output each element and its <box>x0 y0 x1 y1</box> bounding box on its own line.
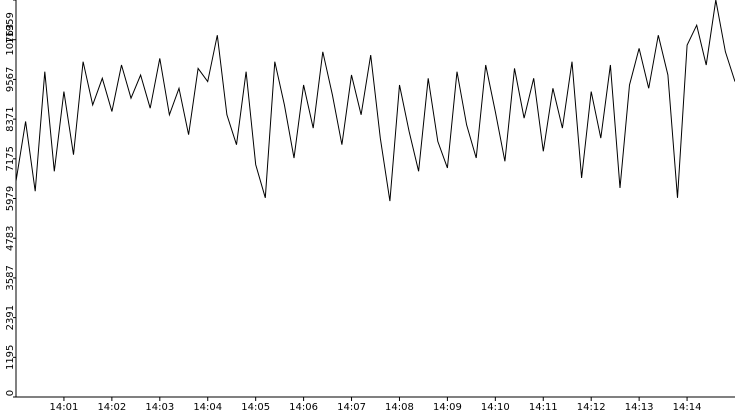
x-tick-label: 14:12 <box>577 402 606 413</box>
x-tick-label: 14:10 <box>481 402 510 413</box>
x-tick-label: 14:05 <box>241 402 270 413</box>
y-tick-label: 8371 <box>5 106 16 131</box>
y-tick-label: 1195 <box>5 345 16 370</box>
x-tick-label: 14:13 <box>625 402 654 413</box>
y-tick-label: 9567 <box>5 67 16 92</box>
x-tick-label: 14:14 <box>673 402 702 413</box>
y-tick-label: 4783 <box>5 225 16 250</box>
x-tick-label: 14:04 <box>193 402 222 413</box>
x-tick-label: 14:06 <box>289 402 318 413</box>
y-tick-label: 10763 <box>5 24 16 56</box>
x-tick-label: 14:09 <box>433 402 462 413</box>
x-tick-label: 14:03 <box>145 402 174 413</box>
y-tick-label: 11959 <box>5 12 16 44</box>
y-tick-label: 5979 <box>5 186 16 211</box>
x-tick-label: 14:08 <box>385 402 414 413</box>
y-tick-label: 3587 <box>5 265 16 290</box>
y-tick-label: 2391 <box>5 305 16 330</box>
line-series <box>15 0 735 202</box>
x-tick-label: 14:07 <box>337 402 366 413</box>
x-tick-label: 14:02 <box>97 402 126 413</box>
y-tick-label: 7175 <box>5 146 16 171</box>
y-tick-label: 0 <box>5 390 16 396</box>
x-tick-label: 14:01 <box>50 402 79 413</box>
x-tick-label: 14:11 <box>529 402 558 413</box>
